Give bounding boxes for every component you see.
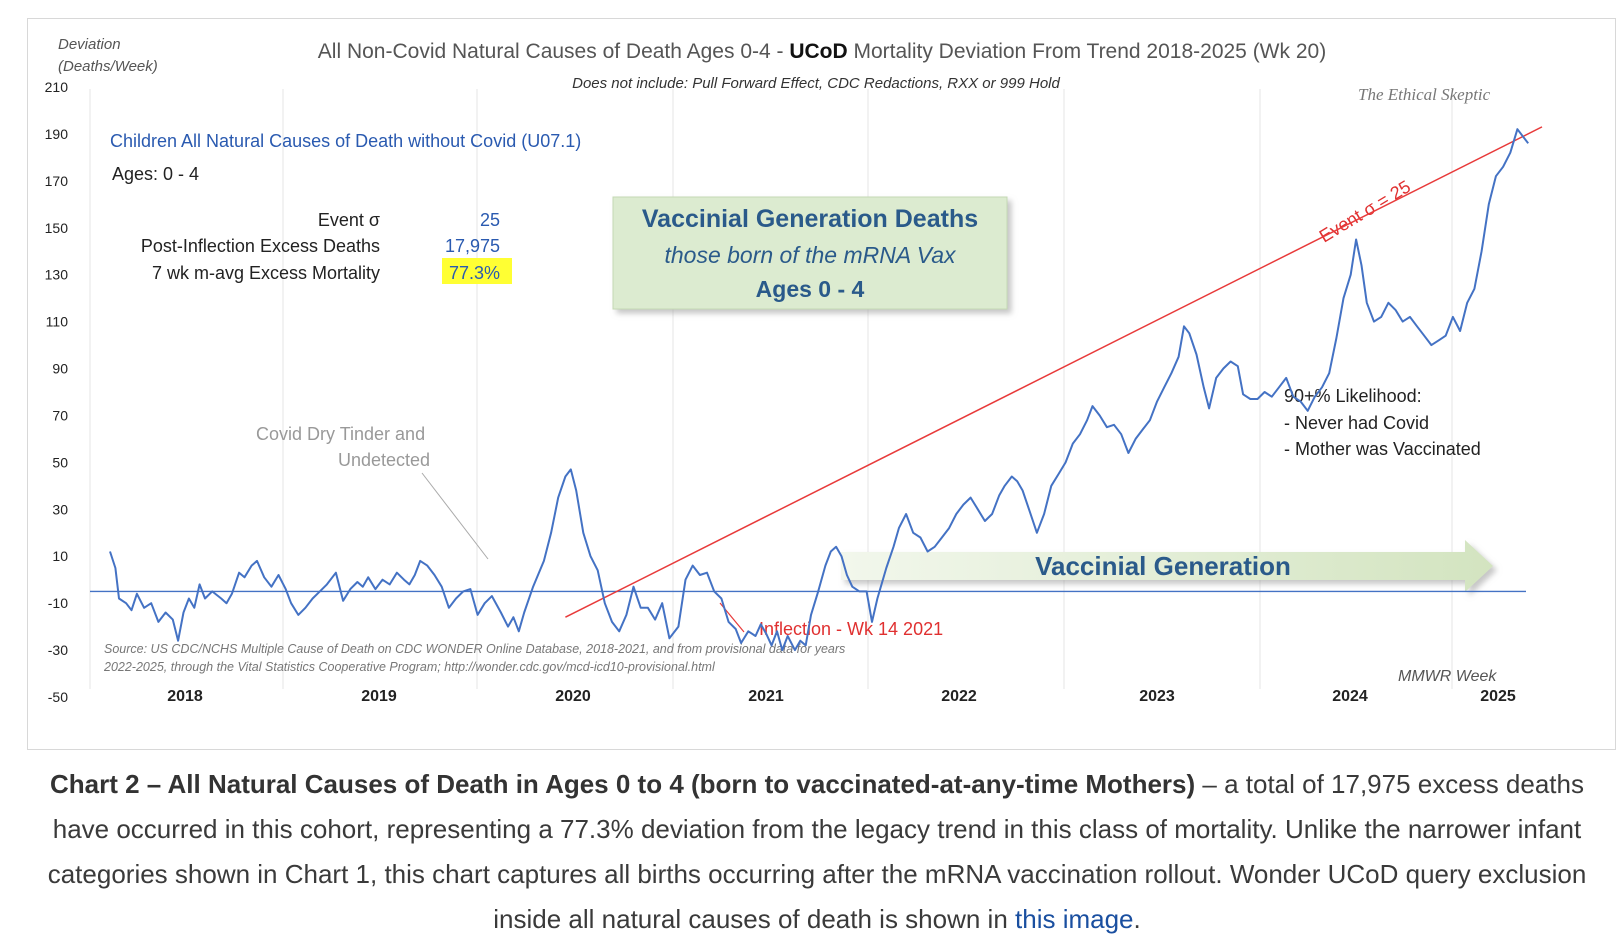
y-tick-label: 30	[52, 501, 68, 517]
event-trend-line	[565, 126, 1543, 618]
source-line-1: Source: US CDC/NCHS Multiple Cause of De…	[104, 642, 845, 656]
info-title: Children All Natural Causes of Death wit…	[110, 131, 581, 151]
info-ages: Ages: 0 - 4	[112, 164, 199, 184]
x-tick-label: 2021	[748, 688, 784, 705]
y-tick-label: 170	[45, 173, 69, 189]
vaccinial-box-line1: Vaccinial Generation Deaths	[642, 205, 978, 233]
tinder-label-line2: Undetected	[338, 450, 430, 470]
x-tick-label: 2020	[555, 688, 591, 705]
y-tick-label: -50	[48, 689, 68, 705]
stat-value: 17,975	[445, 236, 500, 256]
stat-value: 77.3%	[449, 263, 500, 283]
y-tick-label: 90	[52, 361, 68, 377]
tinder-label-line1: Covid Dry Tinder and	[256, 424, 425, 444]
y-tick-label: -30	[48, 642, 68, 658]
caption-text: – a total of 17,975 excess deaths have o…	[47, 769, 1587, 934]
stat-label: Post-Inflection Excess Deaths	[141, 236, 380, 256]
caption-end: .	[1133, 904, 1141, 934]
chart-title: All Non-Covid Natural Causes of Death Ag…	[318, 40, 1326, 63]
y-tick-label: 210	[45, 79, 69, 95]
y-tick-label: 70	[52, 407, 68, 423]
y-axis-label: Deviation	[58, 36, 121, 53]
series-line	[109, 128, 1529, 652]
x-axis-label: MMWR Week	[1398, 668, 1497, 685]
stat-value: 25	[480, 210, 500, 230]
y-tick-label: 50	[52, 454, 68, 470]
vaccinial-generation-arrow	[841, 540, 1493, 592]
vaccinial-generation-label: Vaccinial Generation	[1035, 551, 1291, 581]
x-tick-label: 2022	[941, 688, 977, 705]
likelihood-title: 90+% Likelihood:	[1284, 386, 1422, 406]
vaccinial-box	[612, 196, 1008, 310]
vaccinial-box-line3: Ages 0 - 4	[756, 276, 865, 302]
stat-label: 7 wk m-avg Excess Mortality	[152, 263, 380, 283]
highlight-box	[442, 258, 512, 284]
figure-caption: Chart 2 – All Natural Causes of Death in…	[22, 762, 1612, 942]
x-tick-label: 2018	[167, 688, 203, 705]
title-part-bold: UCoD	[789, 40, 847, 63]
chart-subtitle: Does not include: Pull Forward Effect, C…	[572, 75, 1060, 92]
chart-frame: 210 190 170 150 130 110 90 70 50 30 10 -10 -30 -50 201…	[27, 18, 1616, 750]
y-tick-label: 150	[45, 220, 69, 236]
x-tick-label: 2025	[1480, 688, 1516, 705]
title-part-1: All Non-Covid Natural Causes of Death Ag…	[318, 40, 790, 63]
chart: 210 190 170 150 130 110 90 70 50 30 10 -10 -30 -50 201…	[45, 36, 1543, 705]
title-part-2: Mortality Deviation From Trend 2018-2025…	[848, 40, 1327, 63]
source-line-2: 2022-2025, through the Vital Statistics …	[103, 660, 716, 674]
x-tick-label: 2024	[1332, 688, 1368, 705]
likelihood-item-1: - Never had Covid	[1284, 413, 1429, 433]
y-tick-label: -10	[48, 595, 68, 611]
x-tick-label: 2019	[361, 688, 397, 705]
tinder-pointer	[421, 472, 489, 560]
event-sigma-label: Event σ = 25	[1316, 176, 1414, 246]
x-tick-label: 2023	[1139, 688, 1175, 705]
y-tick-label: 110	[46, 314, 69, 330]
this-image-link[interactable]: this image	[1015, 904, 1134, 934]
caption-bold: Chart 2 – All Natural Causes of Death in…	[49, 769, 1196, 799]
brand-watermark: The Ethical Skeptic	[1358, 85, 1491, 104]
y-tick-label: 190	[45, 126, 69, 142]
y-axis-label-unit: (Deaths/Week)	[58, 58, 158, 75]
inflection-label: Inflection - Wk 14 2021	[759, 619, 943, 639]
y-tick-label: 10	[52, 548, 68, 564]
stat-label: Event σ	[318, 210, 380, 230]
vaccinial-box-line2: those born of the mRNA Vax	[664, 242, 957, 268]
y-tick-label: 130	[45, 267, 69, 283]
likelihood-item-2: - Mother was Vaccinated	[1284, 439, 1481, 459]
